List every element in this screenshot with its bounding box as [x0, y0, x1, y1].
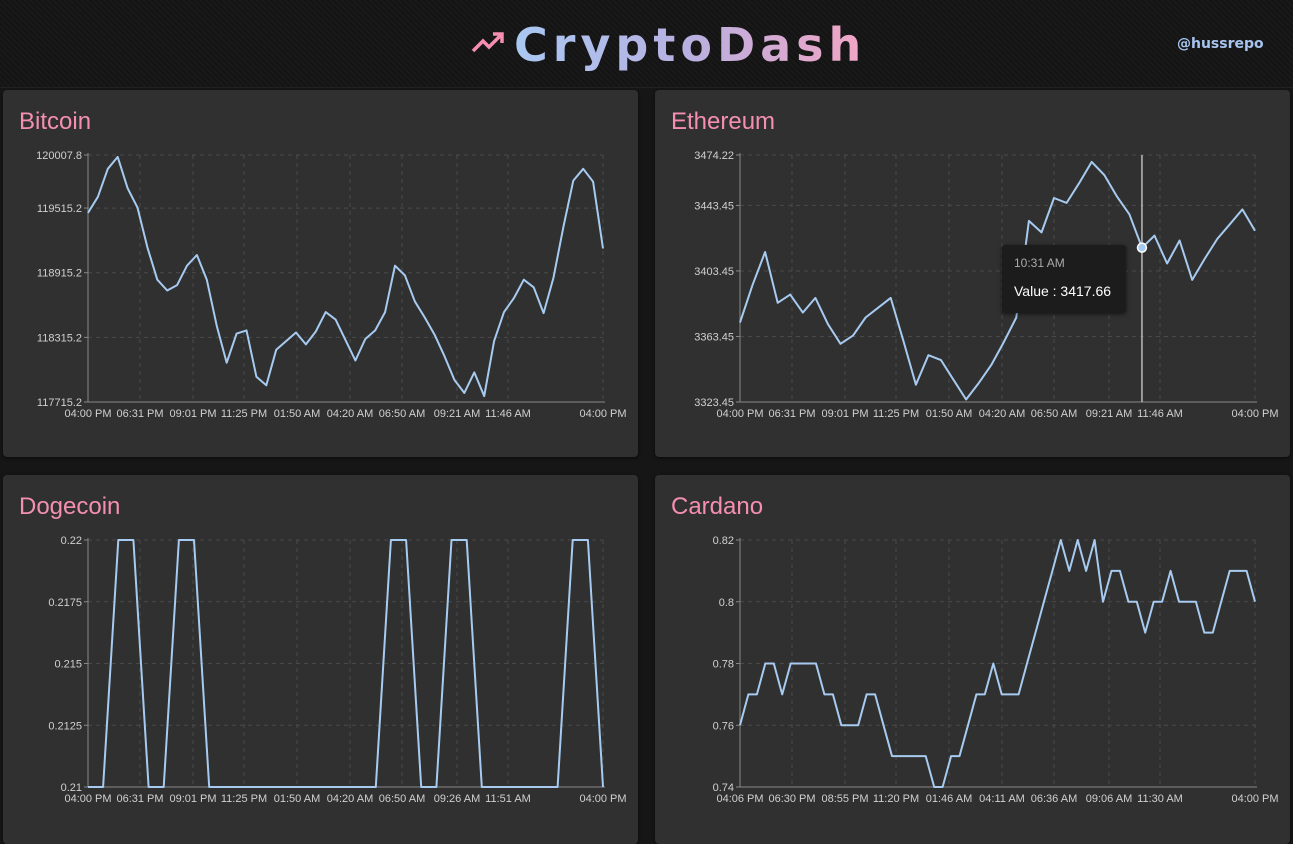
app-header: CryptoDash @hussrepo: [0, 0, 1293, 88]
author-handle-link[interactable]: @hussrepo: [1177, 36, 1264, 52]
x-tick-label: 04:00 PM: [716, 408, 763, 420]
y-tick-label: 117715.2: [37, 397, 82, 409]
x-tick-label: 04:20 AM: [979, 408, 1025, 420]
x-tick-label: 06:30 PM: [768, 793, 815, 805]
y-tick-label: 0.78: [713, 659, 734, 671]
x-tick-label: 04:20 AM: [327, 408, 373, 420]
tooltip-time: 10:31 AM: [1014, 256, 1065, 270]
y-tick-label: 0.2125: [48, 720, 82, 732]
x-tick-label: 04:20 AM: [327, 793, 373, 805]
x-tick-label: 09:21 AM: [1086, 408, 1132, 420]
hover-point[interactable]: [1136, 242, 1148, 253]
y-tick-label: 0.215: [54, 659, 82, 671]
x-tick-label: 01:50 AM: [926, 408, 972, 420]
x-tick-label: 06:50 AM: [379, 793, 425, 805]
series-line[interactable]: [87, 155, 604, 398]
panel-title-ethereum: Ethereum: [671, 108, 776, 135]
x-tick-label: 06:31 PM: [768, 408, 815, 420]
y-tick-label: 0.76: [713, 720, 734, 732]
y-tick-label: 119515.2: [37, 203, 82, 215]
panel-title-cardano: Cardano: [671, 493, 764, 520]
panel-title-bitcoin: Bitcoin: [19, 108, 92, 135]
x-tick-label: 09:06 AM: [1086, 793, 1132, 805]
x-tick-label: 06:50 AM: [1031, 408, 1077, 420]
x-tick-label: 11:25 PM: [873, 408, 919, 420]
x-tick-label: 08:55 PM: [821, 793, 868, 805]
x-tick-label: 01:46 AM: [926, 793, 972, 805]
x-tick-label: 06:31 PM: [116, 793, 163, 805]
y-tick-label: 0.82: [713, 535, 734, 547]
x-tick-label: 04:00 PM: [1231, 793, 1278, 805]
x-tick-label: 04:00 PM: [64, 793, 111, 805]
y-tick-label: 3474.22: [694, 150, 734, 162]
panel-title-dogecoin: Dogecoin: [19, 493, 121, 520]
x-tick-label: 04:00 PM: [579, 793, 626, 805]
dogecoin-panel: Dogecoin 0.22 0.2175 0.215 0.2125 0.21 04:00 …: [3, 475, 638, 844]
chart-tooltip: 10:31 AM Value : 3417.66: [1002, 245, 1126, 313]
x-tick-label: 04:00 PM: [64, 408, 111, 420]
x-tick-label: 09:01 PM: [169, 793, 216, 805]
y-tick-label: 0.21: [61, 782, 82, 794]
y-tick-label: 3363.45: [694, 331, 734, 343]
x-tick-label: 04:06 PM: [716, 793, 763, 805]
x-tick-label: 11:20 PM: [873, 793, 919, 805]
ethereum-chart[interactable]: 3474.223443.453403.453363.453323.4504:00…: [655, 90, 1290, 457]
x-tick-label: 09:21 AM: [434, 408, 480, 420]
y-tick-label: 120007.8: [36, 150, 82, 162]
y-tick-label: 3323.45: [694, 397, 734, 409]
y-tick-label: 0.74: [713, 782, 734, 794]
x-tick-label: 09:01 PM: [169, 408, 216, 420]
series-line[interactable]: [739, 160, 1256, 401]
brand[interactable]: CryptoDash: [470, 16, 866, 74]
x-tick-label: 06:50 AM: [379, 408, 425, 420]
y-tick-label: 0.2175: [48, 597, 82, 609]
x-tick-label: 06:36 AM: [1031, 793, 1077, 805]
series-line[interactable]: [739, 539, 1256, 788]
x-tick-label: 06:31 PM: [116, 408, 163, 420]
x-tick-label: 04:00 PM: [1231, 408, 1278, 420]
y-tick-label: 118315.2: [37, 332, 82, 344]
cardano-panel: Cardano 0.82 0.8 0.78 0.76 0.74 04:06 PM 06:30…: [655, 475, 1290, 844]
y-tick-label: 0.22: [61, 535, 82, 547]
y-tick-label: 0.8: [719, 597, 734, 609]
x-tick-label: 04:00 PM: [579, 408, 626, 420]
series-line[interactable]: [88, 539, 604, 788]
x-tick-label: 11:46 AM: [485, 408, 531, 420]
x-tick-label: 11:25 PM: [221, 793, 267, 805]
y-tick-label: 3443.45: [694, 200, 734, 212]
x-tick-label: 11:46 AM: [1137, 408, 1183, 420]
y-tick-label: 3403.45: [694, 266, 734, 278]
x-tick-label: 01:50 AM: [274, 793, 320, 805]
trending-up-icon: [470, 29, 514, 62]
bitcoin-panel: Bitcoin 120007.8 119515.2 118915.2 118315.2…: [3, 90, 638, 457]
x-tick-label: 11:51 AM: [485, 793, 531, 805]
app-title: CryptoDash: [514, 18, 867, 72]
x-tick-label: 09:01 PM: [821, 408, 868, 420]
x-tick-label: 11:25 PM: [221, 408, 267, 420]
tooltip-value: Value : 3417.66: [1014, 283, 1112, 299]
ethereum-panel: Ethereum 3474.22 3443.45 3403.45 3363.45 332…: [655, 90, 1290, 457]
y-tick-label: 118915.2: [37, 268, 82, 280]
x-tick-label: 04:11 AM: [979, 793, 1025, 805]
x-tick-label: 11:30 AM: [1137, 793, 1183, 805]
bitcoin-chart[interactable]: 120007.8 119515.2 118915.2 118315.2 117715.2…: [3, 90, 638, 457]
x-tick-label: 01:50 AM: [274, 408, 320, 420]
x-tick-label: 09:26 AM: [434, 793, 480, 805]
